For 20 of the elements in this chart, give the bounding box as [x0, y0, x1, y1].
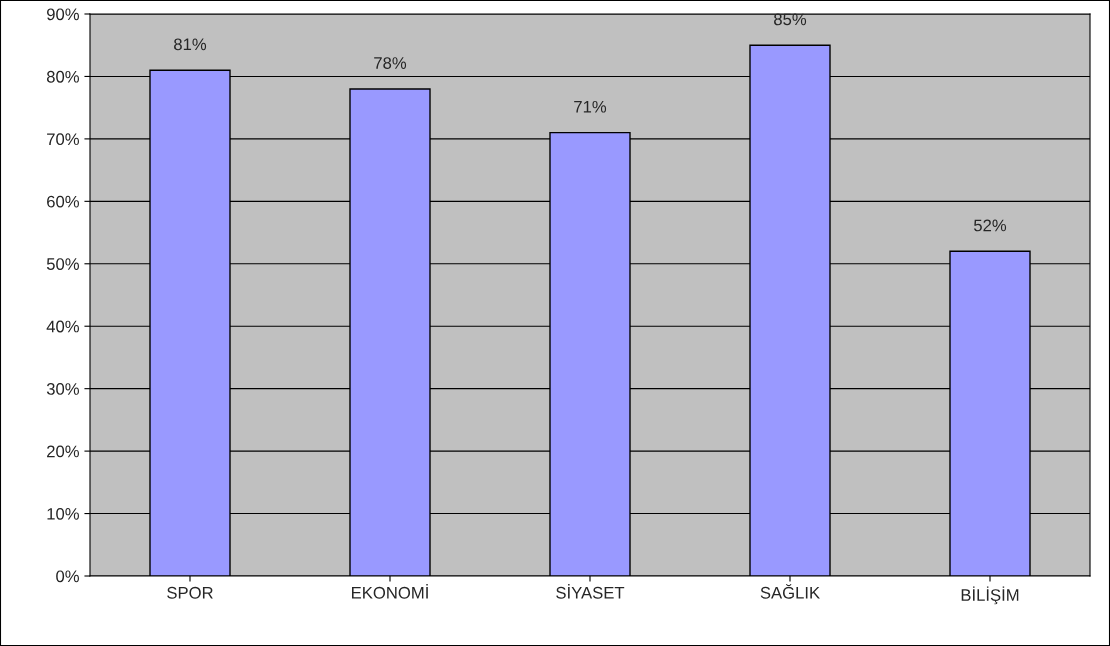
x-tick-label: EKONOMİ	[352, 584, 428, 599]
data-label: 78%	[374, 57, 407, 69]
x-tick-label: SAĞLIK	[760, 584, 820, 599]
y-tick-label: 50%	[46, 258, 79, 270]
data-label: 71%	[574, 100, 607, 113]
y-tick-label: 70%	[47, 133, 79, 146]
y-tick-label: 90%	[47, 8, 79, 21]
y-tick-label: 10%	[47, 507, 79, 520]
y-tick-label: 20%	[47, 445, 79, 458]
y-tick-label: 40%	[46, 320, 79, 333]
x-tick-label: SPOR	[167, 586, 213, 599]
x-tick-label: BİLİŞİM	[961, 586, 1019, 605]
y-tick-label: 30%	[46, 383, 79, 395]
y-tick-label: 80%	[46, 70, 79, 83]
y-tick-label: 0%	[56, 570, 79, 583]
data-label: 81%	[174, 38, 207, 51]
data-label: 52%	[973, 219, 1007, 232]
data-label: 85%	[774, 13, 807, 26]
x-tick-label: SİYASET	[556, 584, 625, 599]
y-tick-label: 60%	[47, 195, 79, 208]
